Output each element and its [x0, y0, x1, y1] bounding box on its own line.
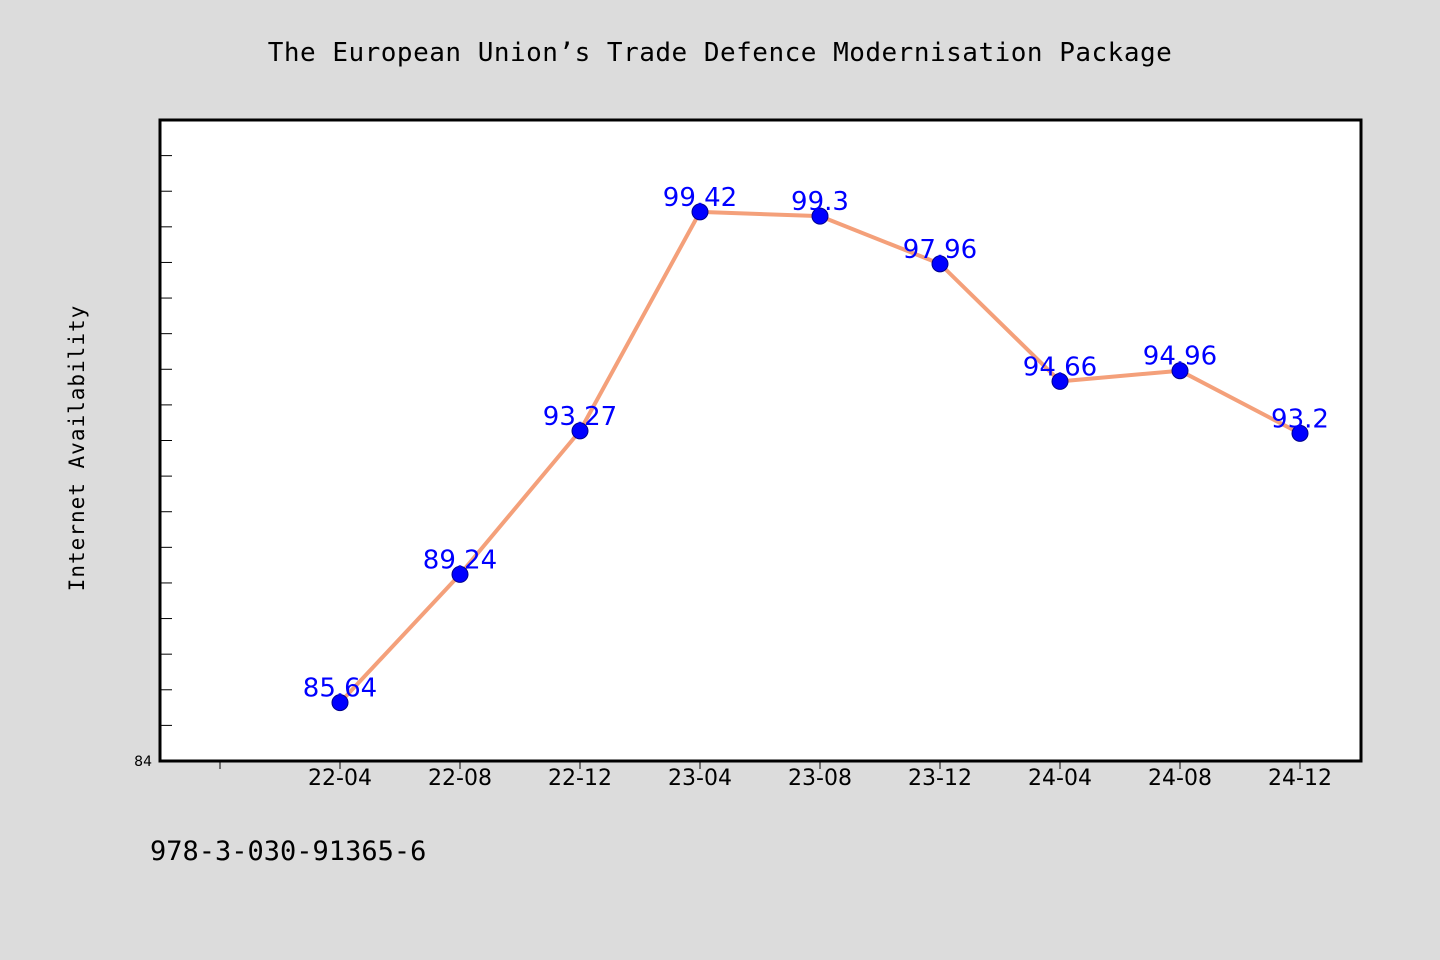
x-tick-label: 24-12: [1268, 766, 1332, 791]
x-tick-label: 22-12: [548, 766, 612, 791]
x-tick-label: 23-12: [908, 766, 972, 791]
plot-area: [158, 118, 1363, 763]
y-tick-label: 84: [134, 754, 152, 770]
x-tick-label: 23-08: [788, 766, 852, 791]
data-point: [691, 203, 709, 221]
x-tick-label: 22-04: [308, 766, 372, 791]
data-point: [931, 255, 949, 273]
data-point: [331, 694, 349, 712]
isbn-footer: 978-3-030-91365-6: [150, 836, 427, 867]
data-label: 99.3: [791, 187, 849, 217]
data-label: 94.96: [1143, 342, 1217, 372]
x-tick-label: 23-04: [668, 766, 732, 791]
data-label: 97.96: [903, 235, 977, 265]
data-label: 93.27: [543, 402, 617, 432]
x-tick-label: 22-08: [428, 766, 492, 791]
data-point: [1291, 424, 1309, 442]
data-point: [451, 565, 469, 583]
data-label: 89.24: [423, 545, 497, 575]
data-point: [571, 422, 589, 440]
data-label: 94.66: [1023, 352, 1097, 382]
data-point: [1171, 362, 1189, 380]
data-label: 85.64: [303, 674, 377, 704]
data-label: 93.2: [1271, 404, 1329, 434]
x-tick-label: 24-04: [1028, 766, 1092, 791]
data-label: 99.42: [663, 183, 737, 213]
x-tick-label: 24-08: [1148, 766, 1212, 791]
data-point: [811, 207, 829, 225]
data-point: [1051, 372, 1069, 390]
chart-title: The European Union’s Trade Defence Moder…: [267, 38, 1173, 68]
